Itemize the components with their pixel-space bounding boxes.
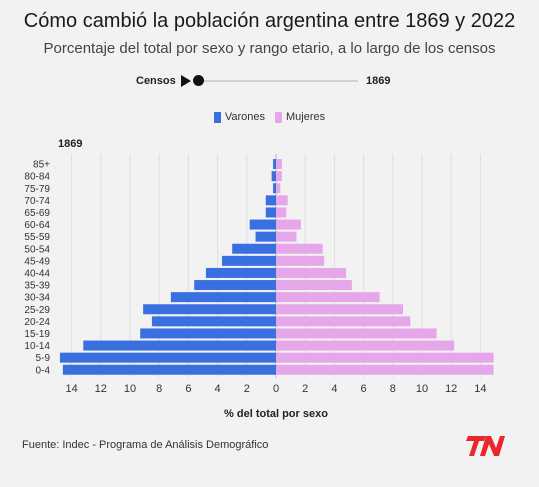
bar-female-0-4 (276, 364, 494, 375)
bar-female-35-39 (276, 280, 352, 291)
bar-male-45-49 (221, 255, 276, 266)
chart-title: Cómo cambió la población argentina entre… (23, 10, 516, 32)
bar-female-25-29 (276, 304, 404, 315)
x-tick-label: 6 (185, 383, 191, 395)
y-tick-label: 65-69 (24, 208, 50, 219)
bar-female-65-69 (276, 207, 287, 218)
y-tick-label: 70-74 (24, 196, 50, 207)
bar-female-50-54 (276, 243, 323, 254)
x-tick-label: 2 (244, 383, 250, 395)
legend-label-male: Varones (224, 111, 266, 123)
y-tick-label: 75-79 (24, 184, 50, 195)
legend-label-female: Mujeres (286, 111, 326, 123)
y-tick-label: 20-24 (24, 317, 50, 328)
y-tick-label: 15-19 (24, 329, 50, 340)
y-tick-label: 60-64 (24, 220, 50, 231)
chart-subtitle: Porcentaje del total por sexo y rango et… (43, 40, 496, 57)
x-tick-label: 0 (273, 383, 279, 395)
legend-swatch-female (275, 111, 283, 123)
bar-male-30-34 (170, 292, 276, 303)
population-pyramid-chart: 85+80-8475-7970-7465-6960-6455-5950-5445… (24, 154, 494, 420)
y-tick-label: 85+ (33, 160, 50, 171)
x-tick-label: 2 (302, 383, 308, 395)
x-tick-label: 8 (390, 383, 396, 395)
y-tick-label: 0-4 (36, 365, 51, 376)
bar-male-55-59 (255, 231, 276, 242)
y-tick-label: 80-84 (24, 172, 50, 183)
y-tick-label: 30-34 (24, 293, 50, 304)
x-tick-label: 4 (331, 383, 337, 395)
y-tick-label: 40-44 (24, 268, 50, 279)
x-tick-label: 12 (95, 383, 107, 395)
y-tick-label: 5-9 (36, 353, 51, 364)
bar-female-85+ (276, 159, 282, 170)
bar-male-15-19 (140, 328, 276, 339)
census-slider-track[interactable] (198, 80, 358, 82)
bar-male-10-14 (83, 340, 276, 351)
x-tick-label: 14 (474, 383, 486, 395)
legend: Varones Mujeres (0, 111, 539, 123)
bar-male-5-9 (59, 352, 276, 363)
bar-female-75-79 (276, 183, 281, 194)
bar-male-65-69 (265, 207, 276, 218)
x-tick-label: 14 (65, 383, 77, 395)
bar-male-25-29 (143, 304, 276, 315)
y-tick-label: 10-14 (24, 341, 50, 352)
bar-male-75-79 (273, 183, 276, 194)
x-tick-label: 10 (416, 383, 428, 395)
legend-item-female[interactable]: Mujeres (275, 111, 325, 123)
census-slider-label: Censos (136, 75, 176, 87)
legend-swatch-male (213, 111, 221, 123)
legend-item-male[interactable]: Varones (213, 111, 266, 123)
play-icon (181, 75, 191, 87)
x-tick-label: 10 (124, 383, 136, 395)
play-button[interactable] (180, 74, 192, 88)
bar-female-30-34 (276, 292, 380, 303)
bar-female-45-49 (276, 255, 325, 266)
x-tick-label: 4 (215, 383, 221, 395)
bar-female-55-59 (276, 231, 297, 242)
source-note: Fuente: Indec - Programa de Análisis Dem… (22, 439, 269, 451)
census-slider-value: 1869 (366, 75, 391, 87)
x-tick-label: 6 (361, 383, 367, 395)
y-tick-label: 35-39 (24, 281, 50, 292)
x-axis-title: % del total por sexo (224, 408, 328, 420)
y-tick-label: 25-29 (24, 305, 50, 316)
bar-female-80-84 (276, 171, 282, 182)
bar-male-40-44 (205, 267, 276, 278)
bar-male-80-84 (271, 171, 276, 182)
bar-male-85+ (273, 159, 276, 170)
chart-year-label: 1869 (58, 138, 83, 150)
x-tick-label: 12 (445, 383, 457, 395)
y-tick-label: 55-59 (24, 232, 50, 243)
bar-male-60-64 (249, 219, 276, 230)
bar-male-20-24 (151, 316, 276, 327)
y-tick-label: 45-49 (24, 256, 50, 267)
bar-male-35-39 (194, 280, 276, 291)
tn-logo (466, 432, 508, 465)
census-slider-thumb[interactable] (193, 75, 204, 86)
bar-female-15-19 (276, 328, 437, 339)
bar-male-50-54 (232, 243, 276, 254)
tn-logo-icon (466, 436, 505, 456)
bar-female-20-24 (276, 316, 411, 327)
bar-female-10-14 (276, 340, 455, 351)
bar-female-5-9 (276, 352, 494, 363)
y-tick-label: 50-54 (24, 244, 50, 255)
bar-female-70-74 (276, 195, 288, 206)
bar-male-70-74 (265, 195, 276, 206)
bar-female-60-64 (276, 219, 301, 230)
bar-female-40-44 (276, 267, 347, 278)
bar-male-0-4 (62, 364, 277, 375)
x-tick-label: 8 (156, 383, 162, 395)
